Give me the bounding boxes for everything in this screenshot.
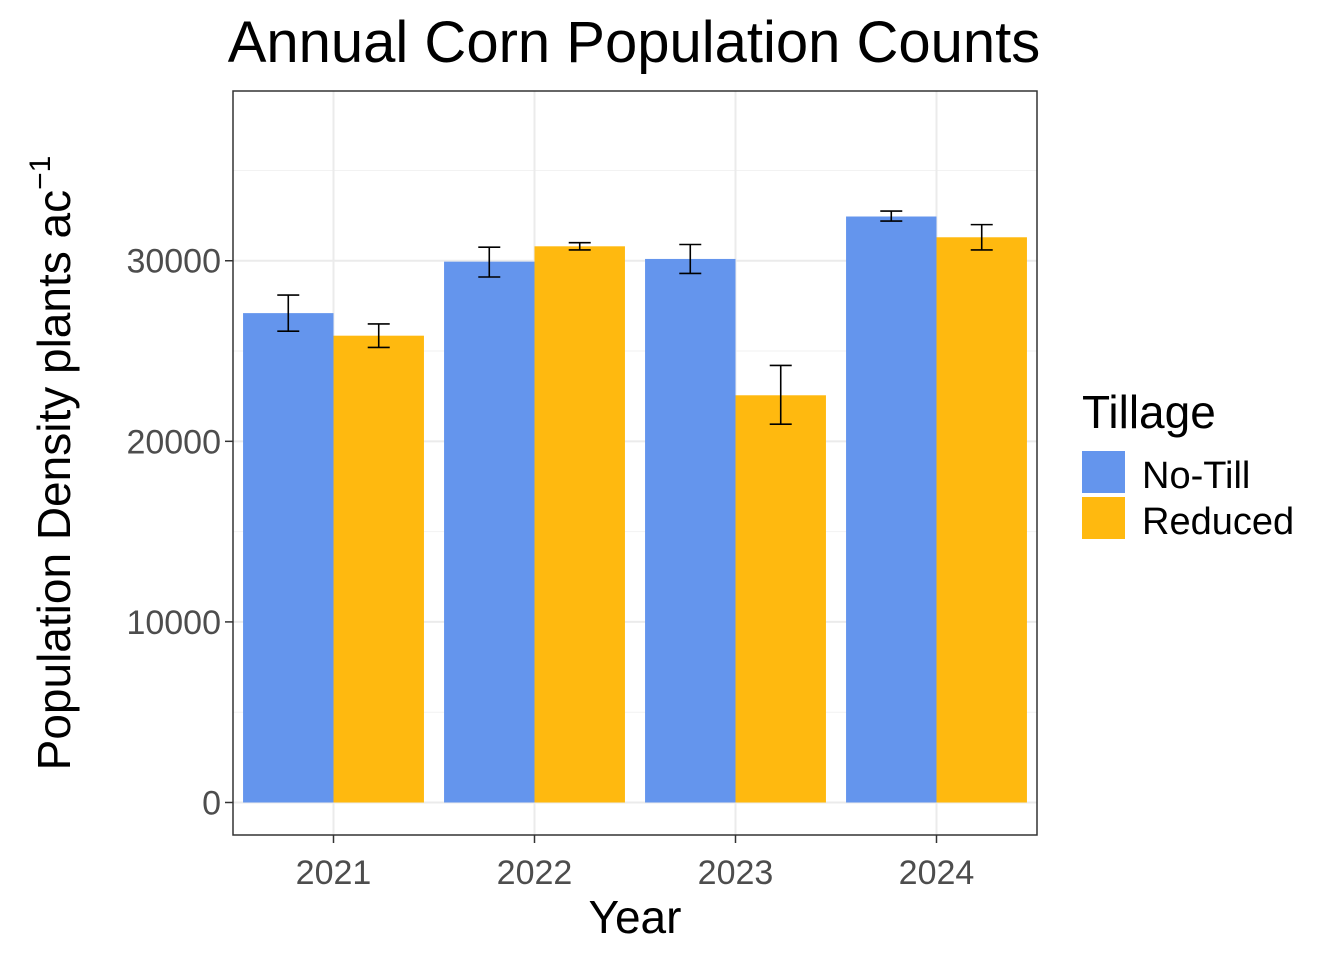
bar-no-till-2022 <box>444 261 535 803</box>
legend: Tillage No-Till Reduced <box>1082 386 1294 543</box>
y-tick-label: 30000 <box>126 243 221 281</box>
bar-reduced-2023 <box>735 395 826 803</box>
x-tick-label: 2022 <box>497 854 573 892</box>
bar-no-till-2023 <box>645 258 736 803</box>
y-tick-label: 10000 <box>126 604 221 642</box>
x-tick-label: 2021 <box>296 854 372 892</box>
x-axis-title: Year <box>589 891 682 943</box>
chart-title: Annual Corn Population Counts <box>228 10 1041 75</box>
y-tick-label: 20000 <box>126 423 221 461</box>
bar-no-till-2021 <box>243 313 334 803</box>
error-bar-layer <box>277 210 993 425</box>
x-tick-label: 2023 <box>698 854 774 892</box>
y-tick-label: 0 <box>202 784 221 822</box>
y-axis-title: Population Density plants ac−1 <box>24 156 80 771</box>
x-tick-label: 2024 <box>899 854 975 892</box>
bar-reduced-2024 <box>936 237 1027 803</box>
bar-no-till-2024 <box>846 216 937 803</box>
legend-label-reduced: Reduced <box>1142 501 1294 543</box>
panel-border <box>232 90 1038 836</box>
legend-key-no-till <box>1082 451 1125 493</box>
bar-reduced-2021 <box>333 335 424 803</box>
y-axis-title-superscript: −1 <box>24 156 57 190</box>
bar-reduced-2022 <box>534 246 625 803</box>
tick-layer: 0 10000 20000 30000 2021 2022 2023 2024 <box>126 243 974 892</box>
legend-label-no-till: No-Till <box>1142 455 1250 497</box>
y-axis-title-main: Population Density plants ac <box>28 190 80 770</box>
legend-key-reduced <box>1082 497 1125 539</box>
bar-layer <box>243 216 1027 803</box>
legend-title: Tillage <box>1082 386 1216 438</box>
